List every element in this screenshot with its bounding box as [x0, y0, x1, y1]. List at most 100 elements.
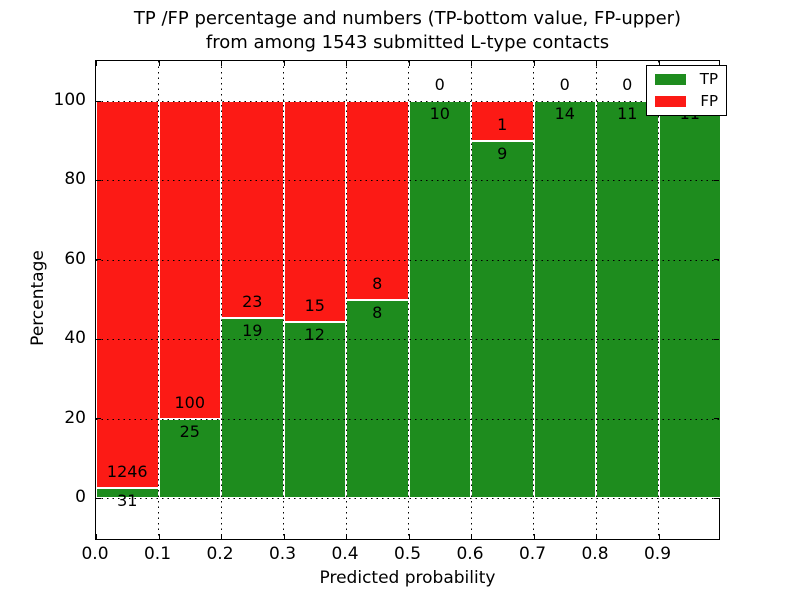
v-gridline	[345, 61, 347, 539]
y-tick-mark	[714, 418, 719, 420]
h-gridline	[96, 418, 719, 420]
tp-count-label: 11	[617, 104, 638, 123]
x-tick-label: 0.2	[206, 544, 234, 564]
v-gridline	[220, 61, 222, 539]
v-gridline	[158, 61, 159, 539]
tp-count-label: 14	[554, 104, 575, 123]
bar-segment-tp	[658, 101, 721, 498]
h-gridline	[96, 101, 719, 102]
legend-entry: TP	[655, 72, 718, 87]
x-tick-mark	[471, 61, 472, 66]
x-tick-label: 0.5	[393, 544, 422, 564]
y-tick-mark	[96, 259, 101, 261]
x-tick-label: 0.7	[518, 544, 547, 564]
h-gridline	[96, 180, 719, 182]
v-gridline	[470, 61, 472, 539]
x-tick-label: 0.0	[81, 544, 109, 564]
h-gridline	[96, 339, 719, 341]
x-tick-label: 0.9	[643, 544, 672, 564]
y-tick-mark	[714, 338, 719, 340]
bar-segment-fp	[283, 101, 346, 322]
x-tick-mark	[658, 534, 660, 539]
y-tick-mark	[96, 497, 101, 499]
y-tick-label: 100	[53, 90, 86, 110]
tp-count-label: 10	[429, 104, 450, 123]
v-gridline	[595, 61, 597, 539]
x-tick-mark	[158, 61, 160, 66]
x-tick-mark	[96, 534, 97, 539]
bar-segment-tp	[596, 101, 659, 498]
tp-legend-swatch	[655, 74, 686, 85]
y-tick-label: 60	[64, 248, 86, 269]
fp-count-label: 1	[497, 114, 508, 134]
bar-segment-tp	[283, 321, 346, 498]
bar-segment-fp	[96, 101, 159, 489]
x-tick-mark	[533, 61, 535, 66]
fp-count-label: 8	[372, 273, 383, 293]
legend-entry-label: TP	[699, 70, 718, 88]
x-tick-mark	[596, 534, 597, 539]
plot-area: 12463110025231915128801019014011011	[95, 60, 721, 540]
chart-title-line1: TP /FP percentage and numbers (TP-bottom…	[133, 8, 682, 29]
tp-count-label: 8	[372, 302, 383, 322]
x-tick-mark	[658, 61, 660, 66]
bar-segment-tp	[221, 318, 284, 498]
chart-title-line2: from among 1543 submitted L-type contact…	[205, 32, 610, 53]
x-tick-label: 0.1	[143, 544, 172, 564]
v-gridline	[658, 61, 659, 539]
h-gridline	[96, 259, 719, 261]
x-tick-mark	[283, 61, 285, 66]
fp-count-label: 23	[242, 292, 263, 312]
x-tick-label: 0.4	[331, 544, 359, 564]
x-tick-mark	[346, 534, 347, 539]
tp-count-label: 9	[497, 143, 508, 163]
legend-entry-label: FP	[700, 92, 718, 110]
y-tick-label: 80	[64, 169, 86, 190]
y-tick-mark	[714, 259, 719, 261]
x-tick-mark	[283, 534, 285, 539]
bar-segment-tp	[408, 101, 471, 498]
bar-segment-fp	[346, 101, 409, 300]
legend: TP FP	[646, 65, 727, 116]
y-tick-mark	[714, 179, 719, 181]
v-gridline	[408, 61, 409, 539]
v-gridline	[283, 61, 284, 539]
y-tick-mark	[96, 100, 101, 102]
bar-segment-tp	[533, 101, 596, 498]
x-tick-mark	[221, 61, 222, 66]
fp-count-label: 0	[622, 75, 633, 94]
y-axis-label: Percentage	[28, 250, 48, 346]
bar-segment-tp	[346, 299, 409, 498]
x-tick-mark	[408, 61, 410, 66]
bar-segment-tp	[471, 140, 534, 498]
x-tick-label: 0.8	[581, 544, 609, 564]
x-tick-mark	[158, 534, 160, 539]
x-tick-mark	[471, 534, 472, 539]
x-axis-label: Predicted probability	[319, 568, 496, 588]
x-tick-mark	[221, 534, 222, 539]
x-tick-label: 0.3	[268, 544, 297, 564]
bar-segment-fp	[221, 101, 284, 319]
y-tick-mark	[96, 418, 101, 420]
fp-count-label: 0	[434, 75, 445, 94]
y-tick-label: 0	[75, 487, 86, 507]
y-tick-label: 40	[64, 328, 86, 349]
y-tick-label: 20	[64, 407, 86, 428]
y-tick-mark	[96, 338, 101, 340]
y-tick-mark	[96, 179, 101, 181]
fp-legend-swatch	[655, 96, 686, 107]
fp-count-label: 0	[559, 75, 570, 94]
tp-count-label: 31	[117, 491, 138, 511]
v-gridline	[533, 61, 534, 539]
fp-count-label: 15	[304, 295, 325, 315]
fp-count-label: 100	[174, 392, 206, 412]
x-tick-mark	[96, 61, 97, 66]
x-tick-label: 0.6	[456, 544, 484, 564]
x-tick-mark	[533, 534, 535, 539]
legend-entry: FP	[655, 94, 718, 109]
x-tick-mark	[408, 534, 410, 539]
tp-count-label: 12	[304, 324, 325, 344]
h-gridline	[96, 498, 719, 499]
tp-count-label: 25	[179, 421, 200, 441]
